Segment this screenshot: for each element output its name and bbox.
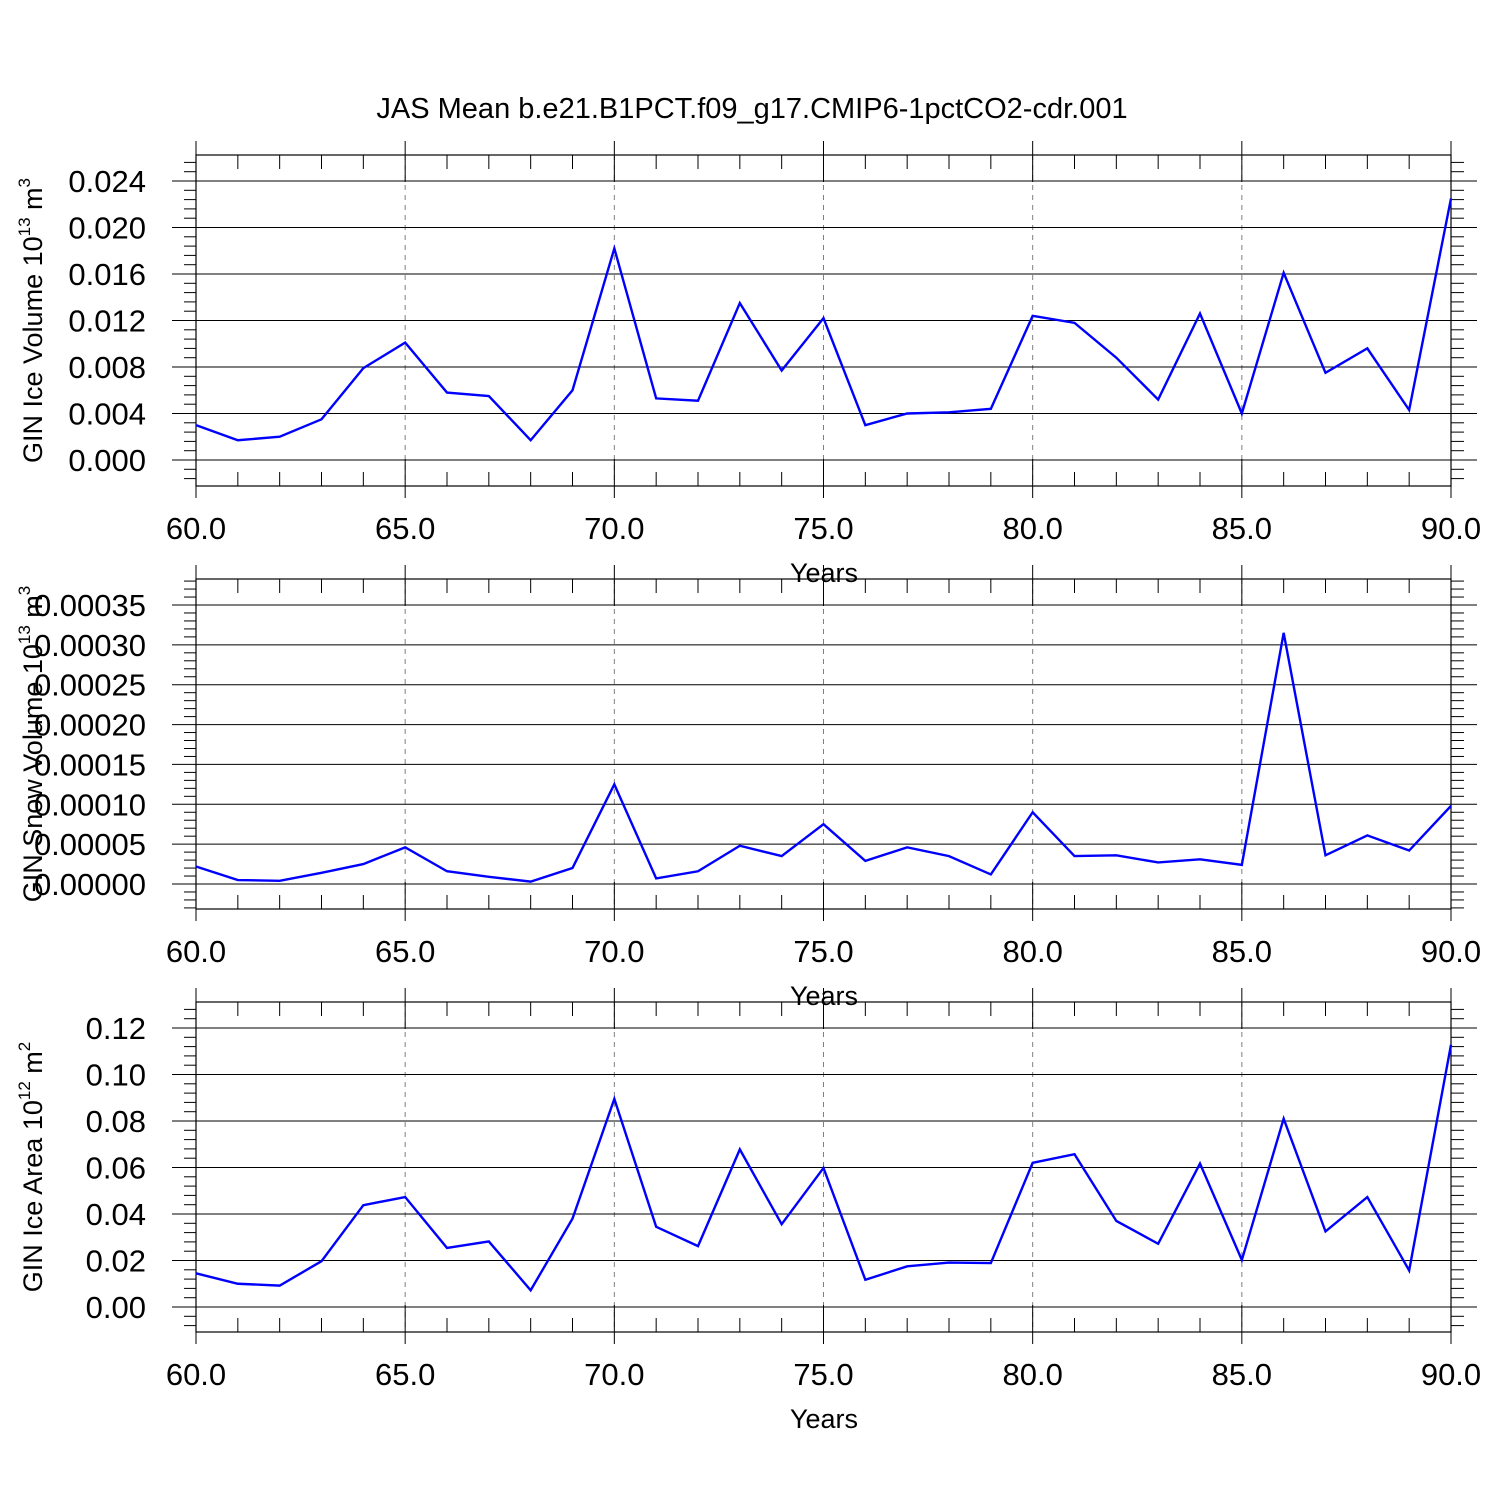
y-tick-label: 0.06 [86, 1151, 146, 1186]
x-tick-label: 65.0 [375, 934, 435, 969]
x-tick-label: 85.0 [1212, 511, 1272, 546]
series-line-1 [195, 632, 1452, 883]
x-tick-label: 85.0 [1212, 934, 1272, 969]
panels: 60.0 65.0 70.0 75.0 80.0 85.0 90.0 Years 0.000 0.… [15, 141, 1481, 1434]
chart-panel-1: 60.0 65.0 70.0 75.0 80.0 85.0 90.0Years0.0000.… [15, 141, 1481, 588]
y-tick-label: 0.00020 [34, 708, 146, 743]
y-tick-label: 0.024 [68, 164, 146, 199]
y-tick-label: 0.000 [68, 443, 146, 478]
x-tick-label: 60.0 [166, 934, 226, 969]
y-tick-label: 0.00 [86, 1290, 146, 1325]
y-axis-title-main: GIN Snow Volume 10 [18, 644, 48, 902]
x-tick-label: 70.0 [584, 511, 644, 546]
chart-panel-3: 60.0 65.0 70.0 75.0 80.0 85.0 90.0 Years 0.00 0.0… [15, 988, 1481, 1434]
y-tick-label: 0.04 [86, 1197, 146, 1232]
x-ticks [195, 565, 1452, 921]
y-axis-title: GIN Snow Volume 1013 m3 [15, 586, 48, 903]
y-axis-title-main: GIN Ice Area 10 [18, 1100, 48, 1292]
y-ticks [172, 580, 1477, 909]
y-axis-title-unit: m [18, 187, 48, 217]
x-tick-label: 90.0 [1421, 511, 1481, 546]
y-tick-label: 0.004 [68, 397, 146, 432]
y-axis-title-unit: m [18, 1051, 48, 1081]
x-ticks [195, 141, 1452, 498]
main-title: JAS Mean b.e21.B1PCT.f09_g17.CMIP6-1pctC… [376, 93, 1127, 125]
series-line-1 [195, 198, 1453, 443]
y-axis-title-unit: m [18, 595, 48, 625]
x-tick-label: 85.0 [1212, 1357, 1272, 1392]
x-tick-label: 60.0 [166, 1357, 226, 1392]
x-tick-label: 75.0 [793, 1357, 853, 1392]
y-axis-title-exponent: 13 [15, 217, 34, 236]
y-tick-label: 0.00030 [34, 628, 146, 663]
x-tick-label: 65.0 [375, 1357, 435, 1392]
y-tick-label: 0.00000 [34, 867, 146, 902]
grid-lines [404, 579, 1243, 909]
y-axis-title: GIN Ice Area 1012 m2 [15, 1042, 48, 1293]
x-ticks [195, 988, 1452, 1344]
x-tick-label: 80.0 [1002, 511, 1062, 546]
y-tick-label: 0.008 [68, 350, 146, 385]
x-tick-label: 90.0 [1421, 1357, 1481, 1392]
x-tick-label: 75.0 [793, 511, 853, 546]
y-axis-title: GIN Ice Volume 1013 m3 [15, 178, 48, 463]
y-tick-label: 0.00010 [34, 787, 146, 822]
x-tick-label: 75.0 [793, 934, 853, 969]
y-tick-label: 0.020 [68, 211, 146, 246]
y-tick-label: 0.08 [86, 1104, 146, 1139]
y-tick-label: 0.02 [86, 1244, 146, 1279]
x-tick-label: 80.0 [1002, 934, 1062, 969]
y-axis-title-main: GIN Ice Volume 10 [18, 236, 48, 463]
y-tick-label: 0.00005 [34, 827, 146, 862]
y-axis-title-exponent: 12 [15, 1081, 34, 1100]
x-axis-title: Years [790, 1404, 858, 1434]
y-axis-title-unit-exponent: 3 [15, 178, 34, 187]
y-tick-label: 0.00025 [34, 668, 146, 703]
x-tick-label: 70.0 [584, 934, 644, 969]
y-axis-title-unit-exponent: 2 [15, 1042, 34, 1051]
chart-panel-2: 60.0 65.0 70.0 75.0 80.0 85.0 90.0Years0.00000… [15, 565, 1481, 1011]
y-tick-label: 0.12 [86, 1011, 146, 1046]
y-tick-label: 0.00015 [34, 747, 146, 782]
y-axis-title-unit-exponent: 3 [15, 586, 34, 595]
x-tick-label: 70.0 [584, 1357, 644, 1392]
y-axis-title-exponent: 13 [15, 625, 34, 644]
series-line-1 [195, 1044, 1453, 1293]
y-tick-label: 0.016 [68, 257, 146, 292]
y-tick-label: 0.00035 [34, 588, 146, 623]
y-tick-label: 0.10 [86, 1058, 146, 1093]
x-tick-label: 90.0 [1421, 934, 1481, 969]
x-tick-label: 60.0 [166, 511, 226, 546]
y-tick-label: 0.012 [68, 304, 146, 339]
x-tick-label: 65.0 [375, 511, 435, 546]
x-tick-label: 80.0 [1002, 1357, 1062, 1392]
